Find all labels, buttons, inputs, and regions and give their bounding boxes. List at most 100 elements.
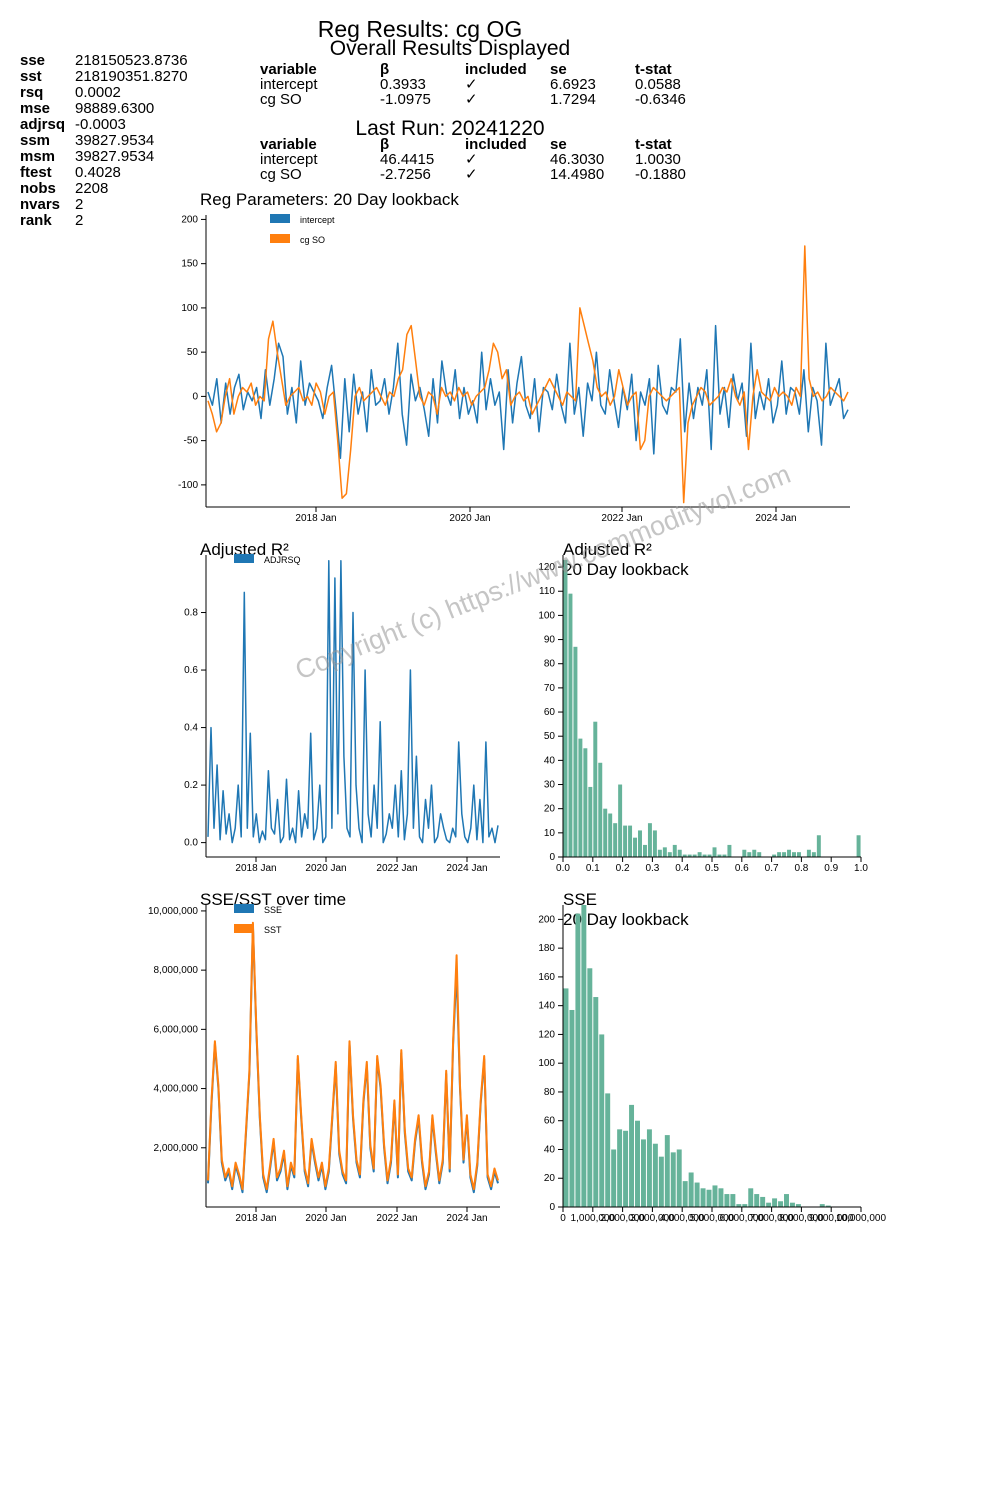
histogram-bar <box>718 1188 724 1207</box>
chart-title: Adjusted R² <box>200 540 289 559</box>
histogram-bar <box>568 593 573 857</box>
histogram-bar <box>747 852 752 857</box>
stat-key: sst <box>20 68 42 85</box>
histogram-bar <box>670 1152 676 1207</box>
histogram-bar <box>784 1194 789 1207</box>
histogram-bar <box>598 762 603 857</box>
stat-value: 39827.9534 <box>75 132 155 149</box>
histogram-bar <box>652 1143 658 1207</box>
stat-row-rsq: rsq 0.0002 <box>20 85 188 101</box>
sse_sst-chart: SSE/SST over time10,000,0008,000,0006,00… <box>148 890 500 1224</box>
y-tick-label: 50 <box>187 347 199 358</box>
histogram-bar <box>712 847 717 857</box>
histogram-bar <box>752 849 757 857</box>
table-header-row: variable β included se t-stat <box>260 137 715 152</box>
histogram-bar <box>667 852 672 857</box>
x-tick-label: 2022 Jan <box>376 863 417 874</box>
y-tick-label: 140 <box>538 1001 555 1012</box>
x-tick-label: 10,000,000 <box>836 1213 886 1224</box>
stat-value: 218150523.8736 <box>75 52 188 69</box>
y-tick-label: 150 <box>181 259 198 270</box>
y-tick-label: 100 <box>538 610 555 621</box>
histogram-bar <box>593 721 598 857</box>
x-tick-label: 8,000,000 <box>779 1213 824 1224</box>
col-variable: variable <box>260 136 317 153</box>
stat-key: ssm <box>20 132 51 149</box>
histogram-bar <box>647 823 652 857</box>
col-tstat: t-stat <box>635 61 672 78</box>
stat-key: rank <box>20 212 52 229</box>
histogram-bar <box>573 646 578 857</box>
col-tstat: t-stat <box>635 136 672 153</box>
cell-tstat: -0.1880 <box>635 166 686 183</box>
legend-label: ADJRSQ <box>264 555 301 565</box>
chart-title: Adjusted R² <box>563 540 652 559</box>
histogram-bar <box>593 997 599 1207</box>
histogram-bar <box>819 1204 825 1207</box>
stat-key: msm <box>20 148 56 165</box>
cell-se: 6.6923 <box>550 76 596 93</box>
histogram-bar <box>722 854 727 857</box>
x-tick-label: 2018 Jan <box>235 1213 276 1224</box>
histogram-bar <box>587 968 593 1207</box>
histogram-bar <box>712 1185 718 1207</box>
stat-row-nvars: nvars 2 <box>20 197 188 213</box>
legend-swatch <box>270 214 290 223</box>
histogram-bar <box>617 1129 623 1207</box>
cell-tstat: -0.6346 <box>635 91 686 108</box>
y-tick-label: 0 <box>549 852 555 863</box>
histogram-bar <box>676 1149 682 1207</box>
cell-variable: cg SO <box>260 91 302 108</box>
stat-value: 0.4028 <box>75 164 121 181</box>
y-tick-label: 0.2 <box>184 780 198 791</box>
histogram-bar <box>599 1034 605 1207</box>
table-row: cg SO -2.7256 ✓ 14.4980 -0.1880 <box>260 167 715 182</box>
cell-beta: 0.3933 <box>380 76 426 93</box>
stat-value: 2 <box>75 212 84 229</box>
histogram-bar <box>623 1130 629 1207</box>
y-tick-label: 80 <box>544 659 556 670</box>
y-tick-label: 120 <box>538 1029 555 1040</box>
x-tick-label: 0.7 <box>765 863 779 874</box>
chart-title: SSE <box>563 890 597 909</box>
cell-beta: -2.7256 <box>380 166 431 183</box>
stat-key: nobs <box>20 180 56 197</box>
histogram-bar <box>605 1093 611 1207</box>
histogram-bar <box>633 837 638 857</box>
stat-row-sst: sst 218190351.8270 <box>20 69 188 85</box>
stat-value: -0.0003 <box>75 116 126 133</box>
histogram-bar <box>618 784 623 857</box>
y-tick-label: 40 <box>544 755 556 766</box>
stat-key: rsq <box>20 84 44 101</box>
y-tick-label: 0.8 <box>184 608 198 619</box>
stat-row-rank: rank 2 <box>20 213 188 229</box>
y-tick-label: 4,000,000 <box>154 1084 199 1095</box>
table-row: intercept 46.4415 ✓ 46.3030 1.0030 <box>260 152 715 167</box>
x-tick-label: 2024 Jan <box>755 513 796 524</box>
y-tick-label: -100 <box>178 480 198 491</box>
x-tick-label: 2022 Jan <box>376 1213 417 1224</box>
y-tick-label: 8,000,000 <box>154 965 199 976</box>
y-tick-label: 110 <box>539 586 555 597</box>
y-tick-label: 120 <box>538 562 555 573</box>
stat-key: nvars <box>20 196 61 213</box>
y-tick-label: 100 <box>538 1058 555 1069</box>
legend-label: intercept <box>300 215 335 225</box>
adjrsq-chart: Adjusted R² 0.8 0.6 0.4 0.2 0.0 2018 Jan 2020 J… <box>184 540 500 874</box>
series-line-cg-so <box>207 245 849 504</box>
cell-included: ✓ <box>465 166 478 183</box>
x-tick-label: 0.9 <box>824 863 838 874</box>
histogram-bar <box>563 988 569 1207</box>
histogram-bar <box>578 738 583 857</box>
y-tick-label: 80 <box>544 1087 556 1098</box>
histogram-bar <box>646 1129 652 1207</box>
histogram-bar <box>563 559 568 857</box>
last-run-title: Last Run: 20241220 <box>355 117 545 140</box>
stat-row-nobs: nobs 2208 <box>20 181 188 197</box>
copyright-watermark: Copyright (c) https://www.commodityvol.c… <box>291 459 795 686</box>
histogram-bar <box>623 825 628 857</box>
histogram-bar <box>628 825 633 857</box>
histogram-bar <box>717 854 722 857</box>
histogram-bar <box>677 849 682 857</box>
